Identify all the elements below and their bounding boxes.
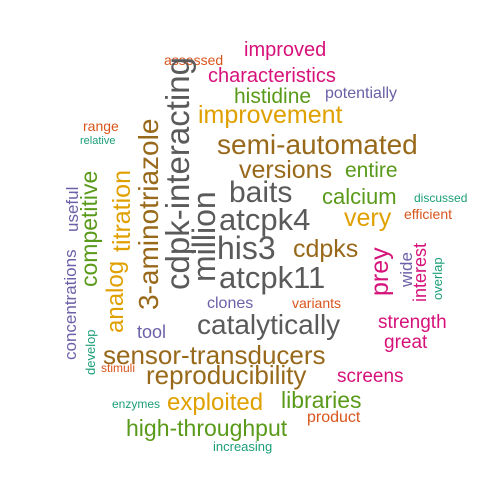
- word-prey: prey: [366, 247, 394, 296]
- word-calcium: calcium: [322, 184, 397, 209]
- word-improvement: improvement: [198, 101, 343, 129]
- word-libraries: libraries: [281, 387, 362, 413]
- word-exploited: exploited: [167, 389, 264, 416]
- word-strength: strength: [378, 312, 447, 333]
- word-enzymes: enzymes: [112, 397, 161, 411]
- word-high-throughput: high-throughput: [126, 415, 288, 441]
- word-discussed: discussed: [414, 191, 468, 205]
- word-histidine: histidine: [234, 85, 312, 108]
- word-semi-automated: semi-automated: [217, 129, 418, 160]
- word-sensor-transducers: sensor-transducers: [103, 340, 326, 370]
- word-range: range: [83, 118, 119, 134]
- word-develop: develop: [83, 329, 98, 375]
- word-catalytically: catalytically: [197, 309, 341, 340]
- word-versions: versions: [239, 156, 333, 184]
- word-useful: useful: [63, 186, 82, 232]
- word-variants: variants: [292, 295, 342, 311]
- word-clones: clones: [207, 295, 254, 312]
- word-3-aminotriazole: 3-aminotriazole: [133, 118, 164, 310]
- word-reproducibility: reproducibility: [146, 360, 307, 390]
- word-titration: titration: [108, 170, 136, 252]
- word-efficient: efficient: [404, 206, 452, 222]
- word-characteristics: characteristics: [208, 65, 336, 87]
- word-increasing: increasing: [213, 439, 273, 454]
- word-screens: screens: [337, 366, 404, 387]
- word-cdpks: cdpks: [293, 235, 359, 263]
- word-assessed: assessed: [164, 52, 224, 68]
- word-relative: relative: [80, 135, 116, 147]
- word-million: million: [186, 191, 222, 282]
- word-potentially: potentially: [325, 85, 398, 102]
- word-his3: his3: [217, 230, 276, 266]
- word-tool: tool: [137, 322, 167, 342]
- word-very: very: [344, 204, 392, 232]
- word-atcpk11: atcpk11: [219, 260, 326, 295]
- word-entire: entire: [345, 159, 398, 182]
- word-improved: improved: [244, 39, 327, 61]
- word-analog: analog: [102, 260, 129, 333]
- word-interest: interest: [410, 242, 430, 302]
- word-concentrations: concentrations: [61, 249, 80, 360]
- word-stimuli: stimuli: [101, 361, 136, 375]
- word-product: product: [307, 409, 361, 426]
- word-atcpk4: atcpk4: [219, 202, 311, 237]
- word-great: great: [384, 332, 428, 353]
- word-baits: baits: [229, 176, 293, 209]
- word-overlap: overlap: [430, 257, 445, 300]
